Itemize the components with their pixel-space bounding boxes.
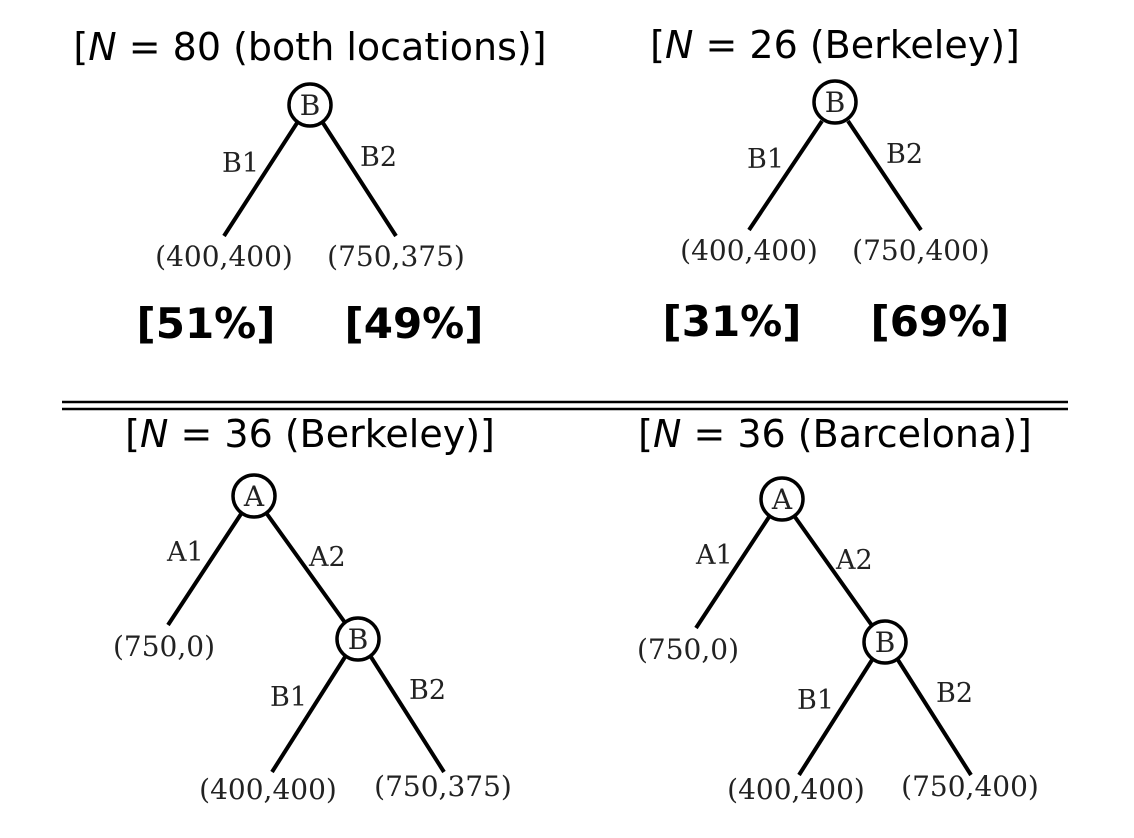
panel-2-root-node xyxy=(812,79,858,125)
panel-3-edge-b2 xyxy=(369,655,446,774)
panel-2-pct-right: [69%] xyxy=(871,297,1010,346)
panel-2-edge-right xyxy=(846,119,923,232)
panel-1-payoff-right: (750,375) xyxy=(327,240,465,273)
panel-2-payoff-left: (400,400) xyxy=(680,234,818,267)
panel-4-root-label: A xyxy=(771,483,793,516)
panel-3-edge-b1-label: B1 xyxy=(270,682,307,713)
panel-3-payoff-a1: (750,0) xyxy=(113,630,215,663)
panel-3-payoff-b2: (750,375) xyxy=(374,770,512,803)
panel-4-edge-a2-label: A2 xyxy=(835,545,873,576)
panel-4-edge-a1 xyxy=(694,515,771,630)
panel-2-pct-left: [31%] xyxy=(663,297,802,346)
panel-3-edge-b2-label: B2 xyxy=(409,675,446,706)
panel-2-edge-right-label: B2 xyxy=(886,139,923,170)
panel-4: [N = 36 (Barcelona)] A B A1 A2 B1 B2 (75… xyxy=(637,412,1039,806)
panel-3: [N = 36 (Berkeley)] A B A1 A2 B1 B2 (750… xyxy=(113,412,512,806)
panel-4-title: [N = 36 (Barcelona)] xyxy=(638,412,1032,456)
panel-1-title: [N = 80 (both locations)] xyxy=(73,25,546,69)
panel-4-payoff-b2: (750,400) xyxy=(901,770,1039,803)
panel-1: [N = 80 (both locations)] B B1 B2 (400,4… xyxy=(73,25,546,348)
panel-3-edge-a1-label: A1 xyxy=(166,537,204,568)
panel-3-edge-b1 xyxy=(270,655,347,774)
panel-1-root-label: B xyxy=(300,89,321,122)
panel-4-root-node xyxy=(759,476,805,522)
panel-2-root-label: B xyxy=(825,86,846,119)
panel-4-payoff-a1: (750,0) xyxy=(637,633,739,666)
panel-2-edge-left-label: B1 xyxy=(747,144,784,175)
panel-2-title: [N = 26 (Berkeley)] xyxy=(650,23,1020,67)
panel-1-edge-right-label: B2 xyxy=(360,142,397,173)
panel-3-edge-a2 xyxy=(265,512,348,626)
panel-4-edge-b2 xyxy=(896,658,973,777)
panel-3-root-node xyxy=(231,473,277,519)
panel-4-edge-a2 xyxy=(793,515,875,629)
panel-2-payoff-right: (750,400) xyxy=(852,234,990,267)
panel-3-payoff-b1: (400,400) xyxy=(199,773,337,806)
panel-1-payoff-left: (400,400) xyxy=(155,240,293,273)
panel-3-child-node xyxy=(335,616,381,662)
panel-4-edge-b2-label: B2 xyxy=(936,678,973,709)
panel-4-payoff-b1: (400,400) xyxy=(727,773,865,806)
panel-1-edge-left xyxy=(222,121,299,238)
panel-3-child-label: B xyxy=(348,623,369,656)
panel-1-edge-right xyxy=(321,121,398,238)
panel-2: [N = 26 (Berkeley)] B B1 B2 (400,400) (7… xyxy=(650,23,1020,346)
panel-2-edge-left xyxy=(747,119,824,232)
panel-3-edge-a2-label: A2 xyxy=(308,542,346,573)
panel-1-edge-left-label: B1 xyxy=(222,148,259,179)
panel-4-edge-a1-label: A1 xyxy=(695,540,733,571)
panel-3-edge-a1 xyxy=(166,512,243,627)
panel-1-pct-right: [49%] xyxy=(345,299,484,348)
panel-1-root-node xyxy=(287,82,333,128)
panel-4-edge-b1 xyxy=(797,658,874,777)
panel-3-title: [N = 36 (Berkeley)] xyxy=(125,412,495,456)
panel-3-root-label: A xyxy=(243,480,265,513)
panel-4-edge-b1-label: B1 xyxy=(797,685,834,716)
panel-4-child-label: B xyxy=(875,626,896,659)
panel-4-child-node xyxy=(862,619,908,665)
panel-1-pct-left: [51%] xyxy=(137,299,276,348)
